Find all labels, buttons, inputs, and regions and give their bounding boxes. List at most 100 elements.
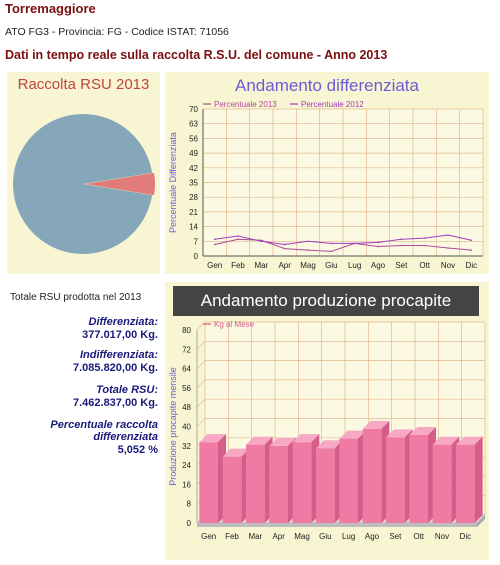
line-point	[447, 234, 449, 236]
line-ytick-label: 49	[189, 149, 198, 158]
line-xtick-label: Mag	[300, 261, 316, 270]
line-point	[353, 242, 356, 245]
line-point	[213, 238, 216, 240]
bar-ytick-label: 8	[187, 500, 192, 509]
line-point	[423, 237, 426, 239]
line-point	[283, 247, 286, 250]
bar-grid-side	[196, 418, 206, 427]
pie-chart	[13, 114, 155, 254]
bar-ytick-label: 24	[182, 461, 191, 470]
line-ytick-label: 70	[189, 105, 198, 114]
line-xtick-label: Ago	[371, 261, 386, 270]
line-point	[377, 245, 379, 248]
bar-floor-front	[197, 523, 477, 527]
line-point	[260, 240, 263, 243]
bar-grid-side	[196, 398, 206, 408]
line-point	[330, 242, 333, 245]
bar-chart-panel: Andamento produzione procapite 0 8 16 24 32 4…	[165, 282, 489, 560]
bar-chart-title: Andamento produzione procapite	[173, 286, 479, 316]
bar-top	[292, 434, 320, 443]
line-xtick-label: Giu	[325, 261, 337, 270]
bar-top	[316, 440, 343, 449]
line-point	[237, 235, 239, 237]
bar-xtick-label: Set	[389, 532, 402, 541]
bar-ytick-label: 64	[182, 365, 191, 374]
line-point	[400, 244, 403, 247]
line-point	[377, 241, 379, 244]
bar-front	[339, 438, 358, 523]
bar-ytick-label: 48	[182, 403, 191, 412]
bar-top	[269, 437, 296, 446]
bar-top	[222, 448, 250, 457]
totale-rsu-label: Totale RSU:	[96, 384, 158, 396]
line-chart-title: Andamento differenziata	[235, 76, 419, 95]
indifferenziata-label: Indifferenziata:	[79, 349, 158, 361]
pie-slice-indifferenziata	[13, 114, 153, 254]
bar-chart: 0 8 16 24 32 40 48 56 64 72 80 Gen Feb Mar Apr Mag Giu Lu…	[168, 320, 486, 541]
differenziata-label: Differenziata:	[88, 316, 158, 328]
line-xtick-label: Ott	[419, 261, 430, 270]
bar-top	[339, 430, 366, 439]
bar-xtick-label: Gen	[201, 532, 216, 541]
bar-grid-side	[196, 360, 206, 369]
line-xtick-label: Apr	[278, 261, 291, 270]
line-ytick-label: 28	[189, 193, 198, 202]
line-series-2012	[214, 234, 472, 245]
section-heading: Dati in tempo reale sulla raccolta R.S.U…	[5, 48, 388, 62]
bar-ytick-label: 72	[182, 345, 191, 354]
line-xtick-label: Nov	[441, 261, 455, 270]
line-point	[400, 238, 403, 240]
bar-xtick-label: Nov	[435, 532, 449, 541]
percent-label-line1: Percentuale raccolta	[50, 419, 158, 431]
bar-legend-label: Kg al Mese	[214, 320, 255, 329]
line-xtick-label: Feb	[231, 261, 245, 270]
bar-top	[246, 436, 273, 445]
bar-side	[474, 436, 483, 523]
pie-chart-title: Raccolta RSU 2013	[17, 76, 150, 93]
line-legend-label: Percentuale 2013	[214, 100, 277, 109]
line-point	[307, 249, 309, 251]
bar-xtick-label: Lug	[342, 532, 355, 541]
bar-floor-side	[477, 515, 485, 527]
line-chart: 0 7 14 21 28 35 42 49 56 63 70 Gen Feb Mar Apr Mag Giu Lu…	[168, 100, 484, 270]
line-xtick-label: Gen	[207, 261, 222, 270]
bar-front	[292, 442, 312, 523]
bar-front	[246, 444, 265, 523]
line-ytick-label: 42	[189, 164, 198, 173]
bar-xtick-label: Mar	[248, 532, 262, 541]
line-point	[423, 244, 426, 247]
line-xtick-label: Dic	[466, 261, 478, 270]
line-point	[330, 250, 333, 253]
line-ytick-label: 0	[194, 252, 199, 261]
bar-ytick-label: 0	[187, 519, 192, 528]
bar-front	[386, 437, 405, 523]
line-point	[307, 240, 309, 243]
line-xtick-label: Lug	[348, 261, 361, 270]
line-point	[213, 243, 216, 246]
bar-grid-side	[196, 321, 206, 331]
line-xtick-label: Mar	[254, 261, 268, 270]
bar-xtick-label: Feb	[225, 532, 239, 541]
line-legend-label: Percentuale 2012	[301, 100, 364, 109]
bar-xtick-label: Ago	[365, 532, 380, 541]
bar-top	[362, 420, 390, 429]
line-point	[470, 249, 473, 251]
line-point	[283, 243, 286, 246]
percent-value: 5,052 %	[117, 444, 158, 456]
bar-xtick-label: Giu	[319, 532, 331, 541]
bar-top	[386, 429, 413, 438]
bar-grid-side	[196, 341, 206, 350]
bar-xtick-label: Dic	[460, 532, 472, 541]
bar-front	[456, 444, 475, 523]
bar-xtick-label: Apr	[272, 532, 285, 541]
line-point	[470, 239, 473, 242]
bar-ytick-label: 56	[182, 384, 191, 393]
line-y-axis-label: Percentuale Differenziata	[168, 132, 178, 233]
bar-front	[432, 444, 452, 523]
line-ytick-label: 7	[194, 237, 199, 246]
line-ytick-label: 56	[189, 134, 198, 143]
line-ytick-label: 21	[189, 208, 198, 217]
differenziata-value: 377.017,00 Kg.	[82, 329, 158, 341]
line-ytick-label: 63	[189, 120, 198, 129]
pie-slice-differenziata	[85, 172, 155, 196]
